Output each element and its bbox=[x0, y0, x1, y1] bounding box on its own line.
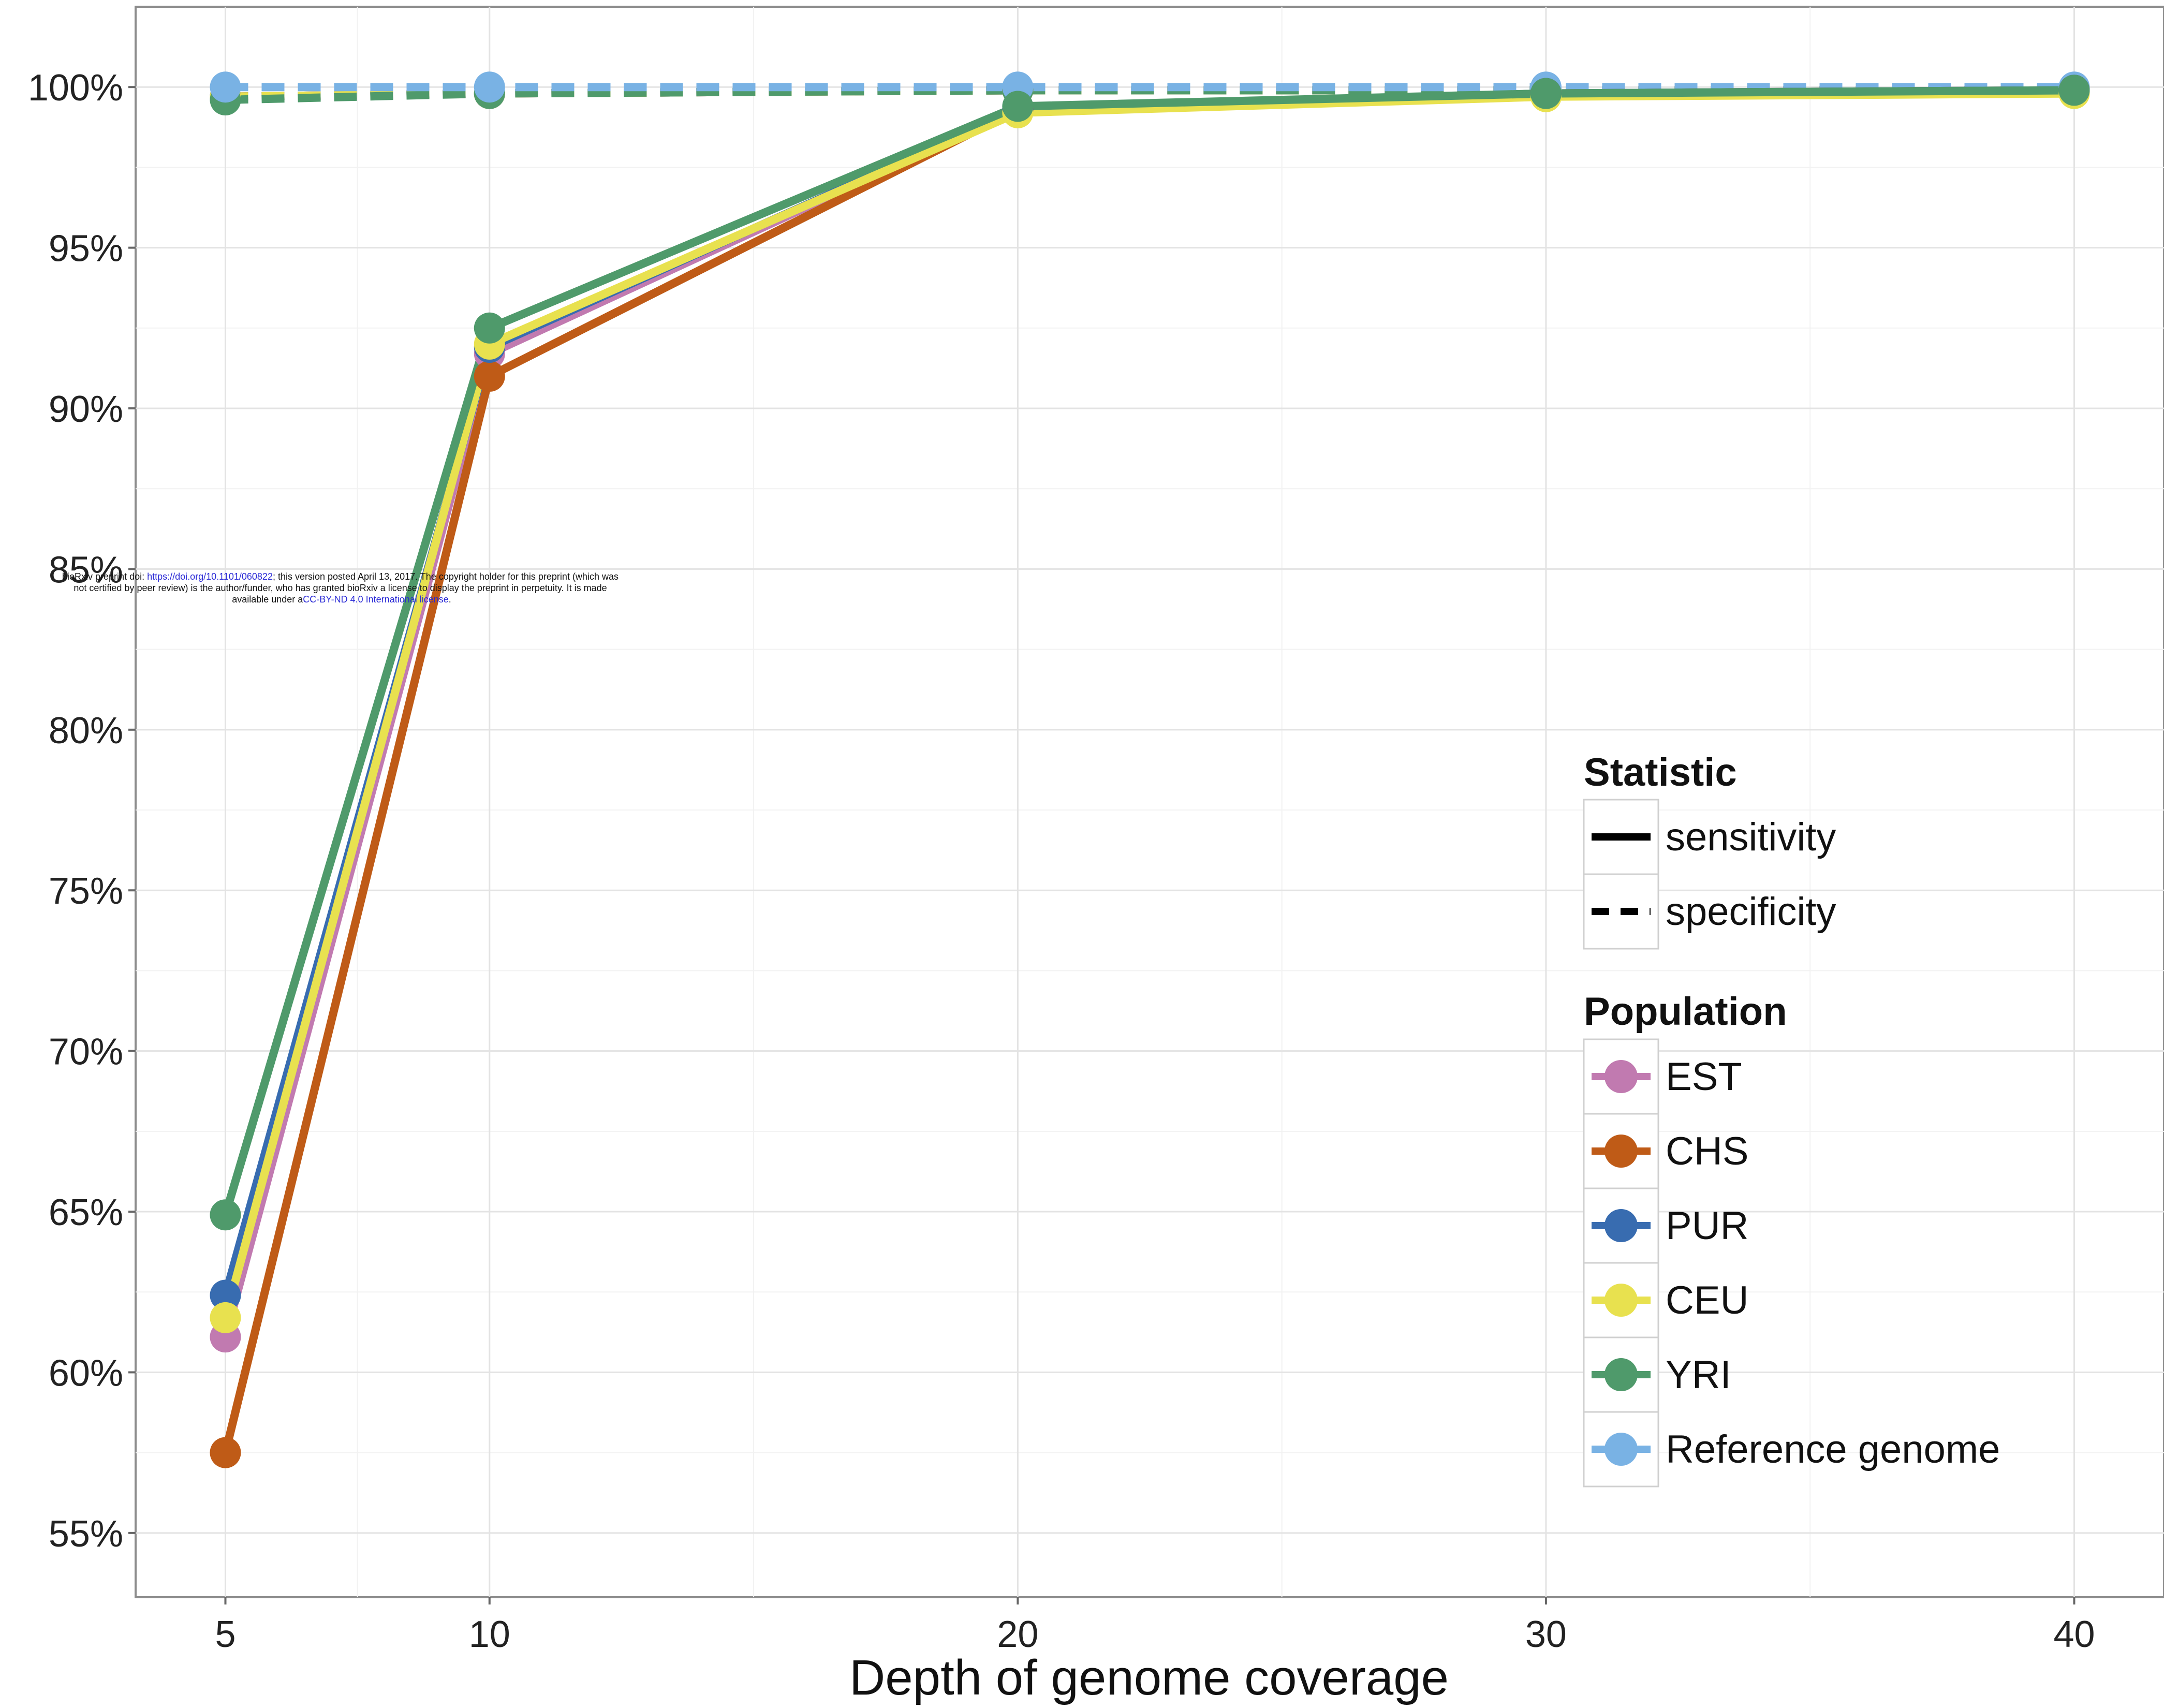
series-yri-sensitivity-point bbox=[1530, 78, 1562, 109]
series-yri-sensitivity-point bbox=[210, 1199, 241, 1231]
legend-population-title: Population bbox=[1584, 990, 1787, 1034]
y-tick-label: 75% bbox=[49, 871, 123, 912]
series-reference-genome-specificity-point bbox=[474, 71, 505, 103]
series-chs-sensitivity-point bbox=[210, 1437, 241, 1468]
x-tick-label: 40 bbox=[2053, 1614, 2095, 1655]
y-tick-label: 80% bbox=[49, 710, 123, 752]
legend-point-reference-genome bbox=[1604, 1433, 1638, 1466]
y-tick-label: 60% bbox=[49, 1352, 123, 1394]
y-tick-label: 85% bbox=[49, 549, 123, 591]
legend-label-est: EST bbox=[1666, 1055, 1742, 1099]
y-tick-label: 70% bbox=[49, 1032, 123, 1073]
y-tick-label: 55% bbox=[49, 1513, 123, 1555]
y-tick-label: 90% bbox=[49, 389, 123, 430]
legend-population-items: EST CHS PUR CEU YRI Reference genome bbox=[1583, 1038, 2000, 1488]
preprint-notice-line-1: bioRxiv preprint doi: https://doi.org/10… bbox=[62, 571, 619, 582]
y-tick-label: 100% bbox=[28, 67, 123, 109]
legend-point-yri bbox=[1604, 1358, 1638, 1391]
series-ceu-sensitivity-point bbox=[210, 1302, 241, 1333]
plot-panel bbox=[135, 6, 2164, 1598]
legend-label-yri: YRI bbox=[1666, 1353, 1731, 1397]
legend-label-pur: PUR bbox=[1666, 1204, 1748, 1248]
preprint-notice-line-2: not certified by peer review) is the aut… bbox=[73, 583, 607, 593]
preprint-notice: bioRxiv preprint doi: https://doi.org/10… bbox=[62, 571, 621, 605]
legend: Statistic sensitivity specificity Populat… bbox=[1583, 750, 2000, 1488]
series-pur-sensitivity-point bbox=[210, 1279, 241, 1311]
series-yri-sensitivity-point bbox=[1002, 91, 1034, 122]
legend-label-specificity: specificity bbox=[1666, 890, 1836, 934]
legend-label-reference-genome: Reference genome bbox=[1666, 1427, 2000, 1471]
x-axis: 5 10 20 30 40 bbox=[215, 1597, 2095, 1655]
x-tick-label: 30 bbox=[1525, 1614, 1567, 1655]
legend-point-ceu bbox=[1604, 1284, 1638, 1317]
x-tick-label: 10 bbox=[469, 1614, 510, 1655]
x-tick-label: 20 bbox=[997, 1614, 1038, 1655]
legend-statistic-items: sensitivity specificity bbox=[1583, 799, 1836, 950]
series-yri-sensitivity-point bbox=[474, 312, 505, 344]
y-axis: 55% 60% 65% 70% 75% 80% 85% 90% 95% 100% bbox=[28, 67, 136, 1555]
legend-label-chs: CHS bbox=[1666, 1129, 1748, 1173]
legend-label-sensitivity: sensitivity bbox=[1666, 815, 1836, 859]
series-points bbox=[210, 71, 2090, 1468]
series-yri-sensitivity-point bbox=[2058, 75, 2090, 106]
y-tick-label: 95% bbox=[49, 228, 123, 270]
x-tick-label: 5 bbox=[215, 1614, 235, 1655]
series-reference-genome-specificity-point bbox=[210, 71, 241, 103]
y-tick-label: 65% bbox=[49, 1192, 123, 1233]
legend-statistic-title: Statistic bbox=[1584, 750, 1737, 794]
legend-point-est bbox=[1604, 1060, 1638, 1093]
legend-label-ceu: CEU bbox=[1666, 1278, 1748, 1322]
preprint-notice-line-3: available under aCC-BY-ND 4.0 Internatio… bbox=[232, 594, 451, 605]
series-chs-sensitivity-point bbox=[474, 360, 505, 392]
legend-point-pur bbox=[1604, 1209, 1638, 1242]
legend-point-chs bbox=[1604, 1135, 1638, 1168]
x-axis-title: Depth of genome coverage bbox=[849, 1650, 1449, 1705]
